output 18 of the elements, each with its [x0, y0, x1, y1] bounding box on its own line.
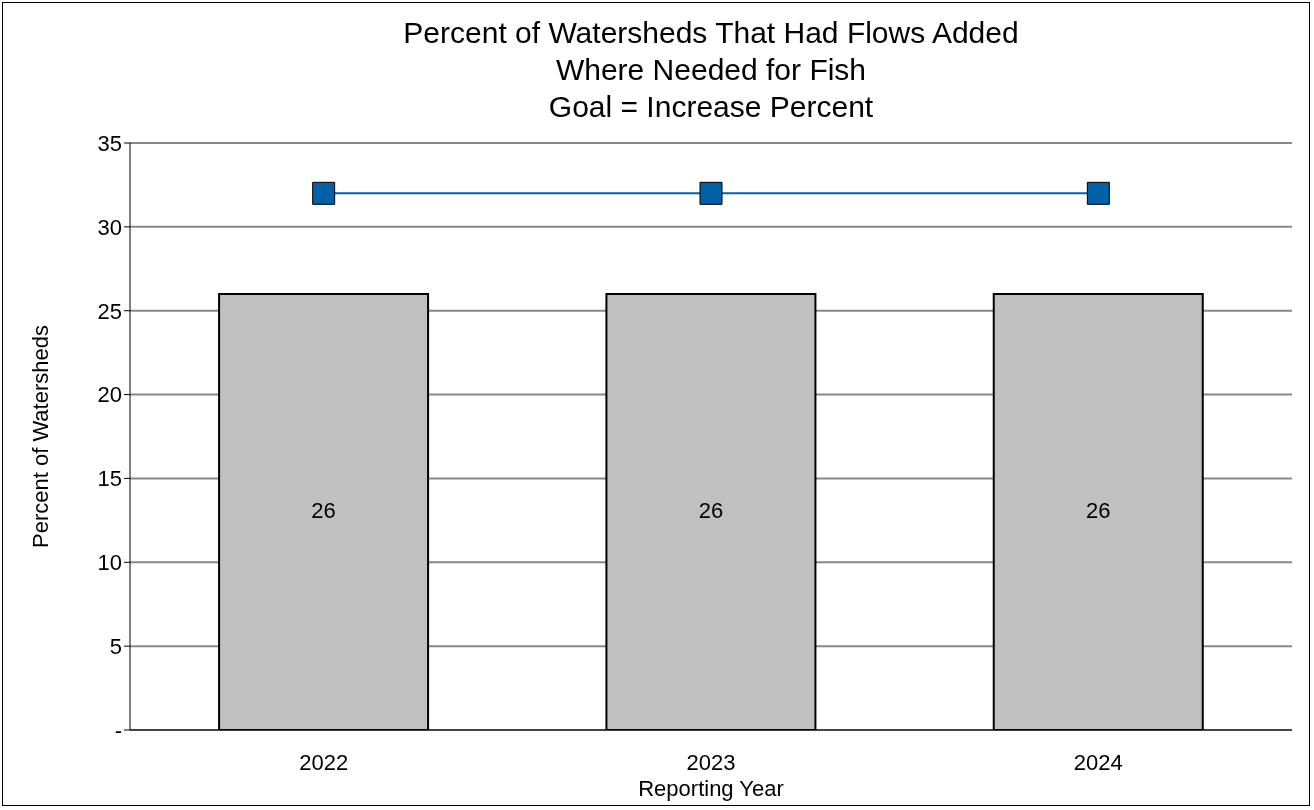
y-tick-label: 35 — [97, 130, 122, 156]
y-tick-label: 10 — [97, 550, 122, 576]
x-tick-label: 2024 — [1073, 749, 1123, 775]
data-label: 26 — [311, 497, 336, 523]
y-tick-label: 20 — [97, 382, 122, 408]
chart-title: Percent of Watersheds That Had Flows Added Where Needed for Fish — [402, 15, 1020, 88]
y-tick-label: 30 — [97, 214, 122, 240]
data-label: 26 — [698, 497, 724, 523]
x-axis-title: Reporting Year — [638, 776, 784, 801]
data-label: 26 — [1086, 497, 1111, 523]
x-tick-label: 2022 — [299, 749, 349, 775]
y-tick-label: 5 — [109, 633, 122, 659]
y-tick-label: - — [114, 717, 122, 743]
y-axis-title: Percent of Watersheds — [27, 325, 53, 548]
chart-subtitle: Goal = Increase Percent — [547, 89, 875, 125]
y-tick-label: 15 — [97, 466, 122, 492]
y-tick-label: 25 — [97, 298, 122, 324]
x-tick-label: 2023 — [686, 749, 736, 775]
